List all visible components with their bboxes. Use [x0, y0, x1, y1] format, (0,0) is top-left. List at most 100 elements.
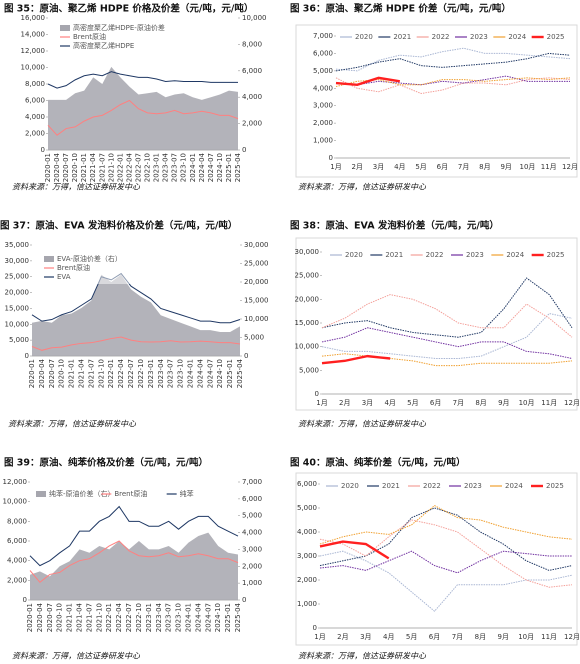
y2-tick-label: 10,000 — [242, 14, 267, 22]
y-tick-label: 0 — [25, 352, 29, 360]
x-tick-label: 2024-04 — [194, 602, 202, 632]
x-tick-label: 2020-10 — [56, 603, 64, 632]
x-tick-label: 11月 — [541, 399, 557, 407]
x-tick-label: 1月 — [314, 633, 325, 641]
y-tick-label: 20,000 — [5, 289, 30, 297]
x-tick-label: 2023-01 — [145, 603, 153, 632]
x-tick-label: 2020-10 — [71, 153, 79, 182]
source-note: 资料来源：万得，信达证券研发中心 — [12, 183, 141, 192]
legend-label: 2020 — [341, 482, 359, 490]
x-tick-label: 8月 — [475, 399, 486, 407]
x-tick-label: 7月 — [452, 633, 463, 641]
y2-tick-label: 6,000 — [242, 495, 262, 503]
x-tick-label: 11月 — [541, 633, 557, 641]
chart-frame — [295, 237, 578, 411]
line — [335, 75, 570, 86]
line — [335, 47, 571, 72]
x-tick-label: 2024-01 — [184, 603, 192, 632]
y-tick-label: 8,000 — [25, 80, 45, 88]
legend-label: 2023 — [464, 482, 482, 490]
legend-label: 2025 — [547, 251, 565, 259]
x-tick-label: 4月 — [384, 399, 395, 407]
line — [319, 505, 573, 545]
y-tick-label: 7,000 — [313, 32, 333, 40]
legend-label: Brent原油 — [114, 489, 147, 498]
y-tick-label: 0 — [315, 390, 319, 398]
y2-tick-label: 2,000 — [242, 562, 262, 570]
x-tick-label: 2020-07 — [48, 359, 56, 388]
x-tick-label: 2022-01 — [105, 603, 113, 632]
y2-tick-label: 4,000 — [242, 93, 262, 101]
x-tick-label: 2020-01 — [28, 359, 36, 388]
y-tick-label: 2,000 — [297, 576, 317, 584]
x-tick-label: 2021-10 — [95, 603, 103, 632]
x-tick-label: 2023-01 — [147, 359, 155, 388]
y2-tick-label: 3,000 — [242, 545, 262, 553]
y-tick-label: 15,000 — [5, 304, 30, 312]
y-tick-label: 0 — [329, 154, 333, 162]
legend-label: 纯苯 — [180, 489, 194, 498]
legend-label: 2025 — [546, 482, 564, 490]
x-tick-label: 8月 — [475, 633, 486, 641]
x-tick-label: 2022-07 — [125, 603, 133, 632]
y2-tick-label: 25,000 — [244, 260, 269, 268]
legend-box — [56, 22, 204, 53]
chart-title: 图 38：原油、EVA 发泡料价差（元/吨，元/吨） — [290, 220, 499, 232]
y2-tick-label: 4,000 — [242, 529, 262, 537]
x-tick-label: 2022-10 — [144, 153, 152, 182]
x-tick-label: 2023-07 — [165, 603, 173, 632]
legend-label: 2025 — [547, 33, 565, 41]
legend-swatch — [36, 491, 46, 497]
y2-tick-label: 5,000 — [242, 512, 262, 520]
y-tick-label: 30,000 — [295, 248, 320, 256]
y-tick-label: 2,000 — [313, 119, 333, 127]
x-tick-label: 2021-01 — [80, 153, 88, 182]
x-tick-label: 10月 — [519, 163, 535, 171]
y-tick-label: 12,000 — [21, 47, 46, 55]
legend-swatch — [60, 25, 70, 31]
source-note: 资料来源：万得，信达证券研发中心 — [298, 420, 427, 429]
y-tick-label: 0 — [41, 146, 45, 154]
x-tick-label: 2024-10 — [214, 603, 222, 632]
x-tick-label: 11月 — [541, 163, 557, 171]
x-tick-label: 1月 — [330, 163, 341, 171]
x-tick-label: 2020-01 — [44, 153, 52, 182]
x-tick-label: 4月 — [394, 163, 405, 171]
x-tick-label: 8月 — [479, 163, 490, 171]
legend-label: 2023 — [470, 33, 488, 41]
legend-label: 2024 — [506, 251, 524, 259]
x-tick-label: 2021-10 — [97, 359, 105, 388]
x-tick-label: 2022-07 — [127, 359, 135, 388]
legend-label: 2021 — [393, 33, 411, 41]
x-tick-label: 2020-07 — [46, 603, 54, 632]
legend-label: Brent原油 — [57, 263, 90, 272]
source-note: 资料来源：万得，信达证券研发中心 — [298, 183, 427, 192]
legend-label: Brent原油 — [73, 32, 106, 41]
x-tick-label: 2022-04 — [125, 152, 133, 182]
chart-frame — [295, 24, 578, 178]
source-note: 资料来源：万得，信达证券研发中心 — [12, 652, 141, 661]
y2-tick-label: 6,000 — [242, 67, 262, 75]
y-tick-label: 5,000 — [9, 336, 29, 344]
area — [32, 274, 240, 356]
line — [335, 77, 571, 95]
x-tick-label: 2022-04 — [115, 602, 123, 632]
y2-tick-label: 10,000 — [244, 315, 269, 323]
x-tick-label: 6月 — [429, 633, 440, 641]
line — [31, 272, 241, 324]
x-tick-label: 2020-04 — [36, 602, 44, 632]
line — [319, 550, 573, 612]
y-tick-label: 6,000 — [25, 97, 45, 105]
line — [47, 99, 239, 136]
x-tick-label: 4月 — [383, 633, 394, 641]
x-tick-label: 2021-07 — [87, 359, 95, 388]
x-tick-label: 2021-04 — [89, 152, 97, 182]
line — [319, 550, 572, 574]
y-tick-label: 25,000 — [5, 273, 30, 281]
x-tick-label: 10月 — [518, 633, 534, 641]
x-tick-label: 3月 — [360, 633, 371, 641]
x-tick-label: 2024-10 — [216, 359, 224, 388]
y2-tick-label: 0 — [242, 146, 246, 154]
y-tick-label: 2,000 — [7, 576, 27, 584]
x-tick-label: 7月 — [453, 399, 464, 407]
